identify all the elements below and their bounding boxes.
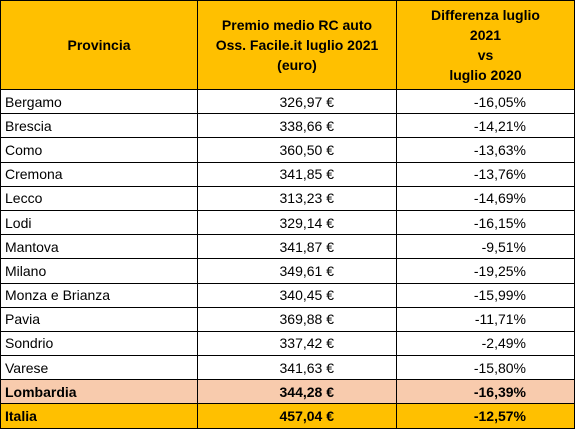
table-cell: Monza e Brianza — [0, 282, 198, 308]
table-cell: 340,45 € — [197, 282, 397, 308]
table-cell: -16,39% — [396, 379, 575, 405]
table-cell: -19,25% — [396, 258, 575, 284]
table-cell: Brescia — [0, 113, 198, 139]
table-cell: Bergamo — [0, 88, 198, 115]
header-line: Differenza luglio — [431, 7, 540, 23]
table-cell: Milano — [0, 258, 198, 284]
table-cell: 341,85 € — [197, 161, 397, 187]
header-line: luglio 2020 — [449, 67, 522, 83]
table-row: Varese 341,63 € -15,80% — [0, 355, 575, 381]
table-row: Pavia 369,88 € -11,71% — [0, 306, 575, 332]
table-row: Como 360,50 € -13,63% — [0, 137, 575, 163]
table-row: Italia 457,04 € -12,57% — [0, 403, 575, 429]
table-cell: -14,21% — [396, 113, 575, 139]
table-cell: 341,87 € — [197, 234, 397, 260]
header-cell: Differenza luglio 2021 vs luglio 2020 — [396, 0, 575, 90]
table-row: Bergamo 326,97 € -16,05% — [0, 88, 575, 115]
table-cell: 341,63 € — [197, 355, 397, 381]
header-row: Provincia Premio medio RC auto Oss. Facile… — [0, 0, 575, 90]
header-line: vs — [477, 47, 494, 63]
table-row: Lecco 313,23 € -14,69% — [0, 185, 575, 211]
header-line: Oss. Facile.it luglio 2021 — [215, 37, 379, 53]
table-cell: 369,88 € — [197, 306, 397, 332]
header-line: Premio medio RC auto — [221, 17, 373, 33]
table-row: Mantova 341,87 € -9,51% — [0, 234, 575, 260]
table-cell: Pavia — [0, 306, 198, 332]
header-cell: Premio medio RC auto Oss. Facile.it lugli… — [197, 0, 397, 90]
table-cell: 326,97 € — [197, 88, 397, 115]
table-cell: -2,49% — [396, 330, 575, 357]
table-cell: 457,04 € — [197, 403, 397, 429]
table-cell: 349,61 € — [197, 258, 397, 284]
table-cell: Lodi — [0, 209, 198, 236]
table-cell: -14,69% — [396, 185, 575, 211]
table-cell: Cremona — [0, 161, 198, 187]
table-row: Lodi 329,14 € -16,15% — [0, 209, 575, 236]
header-cell: Provincia — [0, 0, 198, 90]
table-cell: 337,42 € — [197, 330, 397, 357]
table-cell: Mantova — [0, 234, 198, 260]
table-cell: Varese — [0, 355, 198, 381]
table-row: Lombardia 344,28 € -16,39% — [0, 379, 575, 405]
table-cell: -13,76% — [396, 161, 575, 187]
table-cell: -9,51% — [396, 234, 575, 260]
table-cell: Italia — [0, 403, 198, 429]
table-cell: 344,28 € — [197, 379, 397, 405]
table-row: Milano 349,61 € -19,25% — [0, 258, 575, 284]
table-cell: -15,80% — [396, 355, 575, 381]
table-cell: -15,99% — [396, 282, 575, 308]
table-cell: -13,63% — [396, 137, 575, 163]
table-cell: Lecco — [0, 185, 198, 211]
table-row: Sondrio 337,42 € -2,49% — [0, 330, 575, 357]
table-cell: -12,57% — [396, 403, 575, 429]
table-row: Cremona 341,85 € -13,76% — [0, 161, 575, 187]
table-cell: 313,23 € — [197, 185, 397, 211]
table-cell: -16,15% — [396, 209, 575, 236]
header-line: (euro) — [277, 57, 317, 73]
table-cell: Lombardia — [0, 379, 198, 405]
table-cell: Sondrio — [0, 330, 198, 357]
table-cell: -11,71% — [396, 306, 575, 332]
table-row: Monza e Brianza 340,45 € -15,99% — [0, 282, 575, 308]
table-cell: 338,66 € — [197, 113, 397, 139]
table-cell: -16,05% — [396, 88, 575, 115]
table-cell: 360,50 € — [197, 137, 397, 163]
table-cell: 329,14 € — [197, 209, 397, 236]
table-row: Brescia 338,66 € -14,21% — [0, 113, 575, 139]
table-cell: Como — [0, 137, 198, 163]
header-line: 2021 — [469, 27, 502, 43]
